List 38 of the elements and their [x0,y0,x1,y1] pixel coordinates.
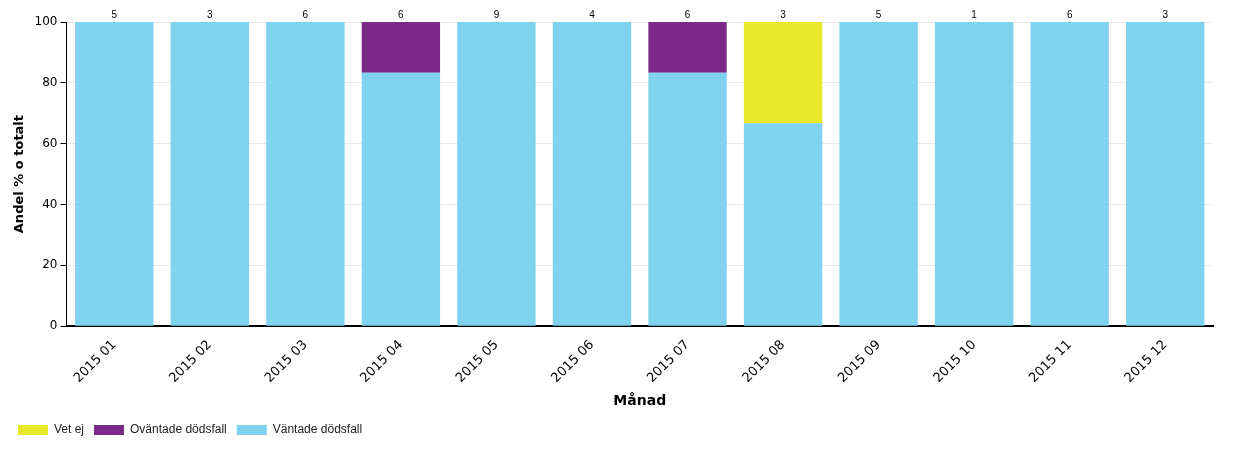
y-tick-label: 80 [42,74,58,89]
bar [552,22,632,326]
annotation: 3 [780,8,787,20]
bar [361,22,441,73]
y-axis-title: Andel % o totalt [11,114,27,234]
bar [648,22,727,73]
annotation: 3 [207,8,214,20]
annotation: 5 [111,8,118,20]
bar [457,22,536,326]
bar [839,22,918,326]
annotation: 4 [589,8,596,20]
bar [170,22,249,326]
annotation: 6 [398,8,405,20]
annotation: 6 [684,8,691,20]
bar [743,22,823,124]
legend-label: Vet ej [54,422,85,437]
x-axis-title: Månad [613,392,667,409]
bar [934,22,1014,326]
bar [266,22,345,326]
annotation: 6 [1066,8,1073,20]
bar [1126,22,1205,326]
bar [743,123,823,326]
annotation: 1 [971,8,978,20]
annotation: 6 [302,8,309,20]
bar [1030,22,1109,326]
bar [75,22,154,326]
y-tick-label: 40 [42,196,58,211]
annotation: 5 [875,8,882,20]
y-tick-label: 100 [34,14,58,29]
legend-label: Väntade dödsfall [272,422,363,437]
y-tick-label: 60 [42,135,58,150]
annotation: 3 [1162,8,1169,20]
legend-label: Oväntade dödsfall [130,422,227,437]
y-tick-label: 0 [49,318,58,333]
bar [648,72,727,326]
annotation: 9 [493,8,500,20]
bar [361,72,441,326]
y-tick-label: 20 [42,257,58,272]
